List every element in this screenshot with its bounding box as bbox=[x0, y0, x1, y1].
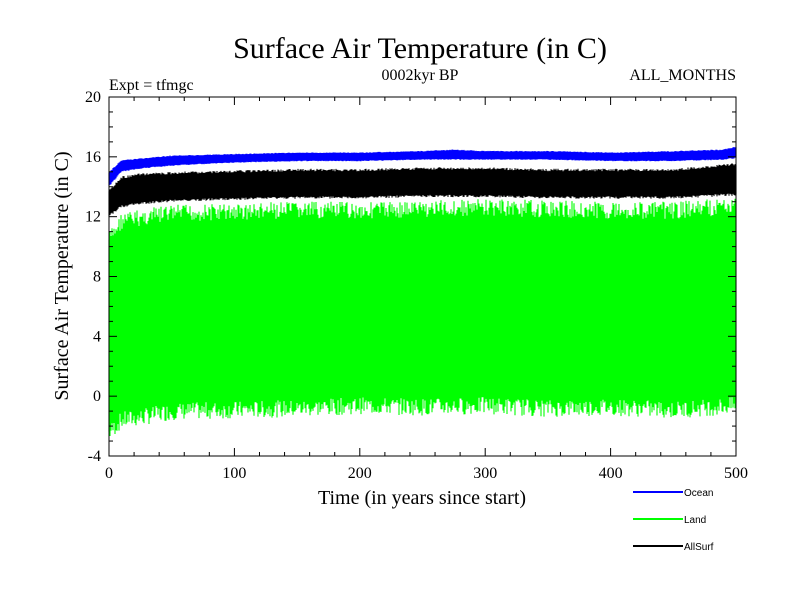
y-tick-label: 20 bbox=[85, 89, 101, 106]
x-axis: 0 100 200 300 400 500 bbox=[105, 97, 748, 482]
y-tick-label: 4 bbox=[93, 328, 101, 345]
x-tick-label: 300 bbox=[473, 465, 497, 482]
legend-label-land: Land bbox=[684, 515, 706, 526]
months-label: ALL_MONTHS bbox=[629, 67, 736, 84]
series-land-line bbox=[108, 198, 737, 436]
y-axis: -4 0 4 8 12 16 20 bbox=[85, 89, 736, 465]
chart-title: Surface Air Temperature (in C) bbox=[233, 32, 607, 65]
legend: Ocean Land AllSurf bbox=[633, 488, 714, 553]
x-tick-label: 0 bbox=[105, 465, 113, 482]
x-tick-label: 500 bbox=[724, 465, 748, 482]
y-tick-label: 8 bbox=[93, 269, 101, 286]
period-label: 0002kyr BP bbox=[382, 67, 459, 84]
experiment-label: Expt = tfmgc bbox=[109, 77, 194, 94]
legend-label-allsurf: AllSurf bbox=[684, 542, 714, 553]
y-axis-title: Surface Air Temperature (in C) bbox=[51, 151, 73, 400]
legend-label-ocean: Ocean bbox=[684, 488, 713, 499]
y-tick-label: 0 bbox=[93, 388, 101, 405]
x-tick-label: 200 bbox=[348, 465, 372, 482]
y-tick-label: -4 bbox=[88, 448, 101, 465]
x-tick-label: 100 bbox=[222, 465, 246, 482]
y-tick-label: 16 bbox=[85, 149, 101, 166]
series-layer bbox=[108, 147, 737, 436]
y-tick-label: 12 bbox=[85, 209, 101, 226]
x-axis-title: Time (in years since start) bbox=[318, 487, 526, 509]
x-tick-label: 400 bbox=[599, 465, 623, 482]
